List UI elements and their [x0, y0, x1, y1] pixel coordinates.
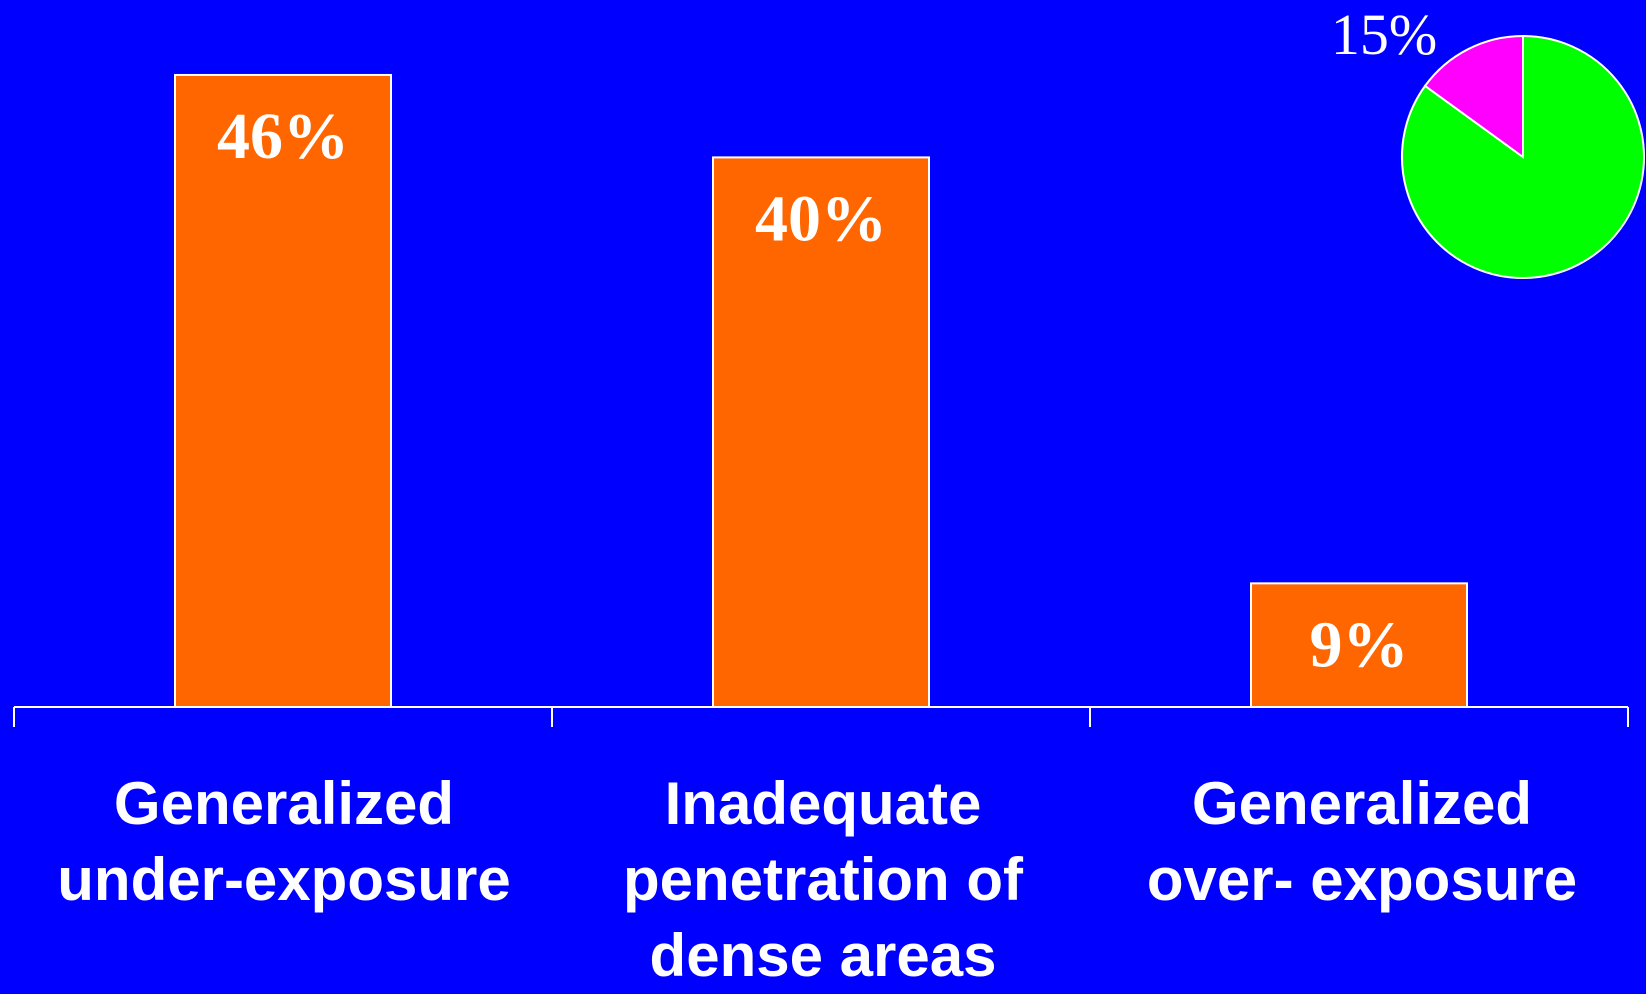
bar-1 [174, 73, 392, 708]
pie-slice-label-2: 15% [1331, 2, 1437, 67]
bar-2 [712, 156, 930, 708]
pie-slice-2 [1423, 34, 1524, 159]
bar-3 [1250, 582, 1468, 709]
pie-chart: 15% [1331, 2, 1645, 279]
category-label-3: Generalized over- exposure [1146, 770, 1578, 913]
bar-series: 46% 40% 9% [174, 73, 1468, 709]
category-label-1: Generalized under-exposure [57, 770, 511, 913]
x-axis [13, 706, 1629, 727]
bar-value-label-3: 9% [1310, 608, 1409, 681]
bar-value-label-2: 40% [755, 182, 887, 255]
bar-value-label-1: 46% [217, 100, 349, 173]
category-label-2: Inadequate penetration of dense areas [623, 770, 1023, 989]
